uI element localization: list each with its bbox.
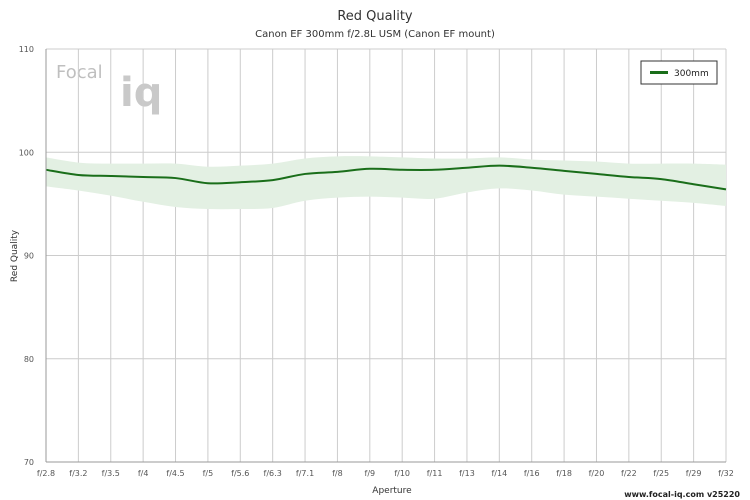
x-tick-label: f/22	[621, 469, 637, 478]
x-tick-label: f/4.5	[166, 469, 184, 478]
x-tick-label: f/9	[365, 469, 376, 478]
x-axis-label: Aperture	[372, 486, 412, 496]
x-tick-label: f/3.5	[102, 469, 120, 478]
x-tick-label: f/32	[718, 469, 734, 478]
x-tick-label: f/8	[332, 469, 343, 478]
x-tick-label: f/4	[138, 469, 149, 478]
chart-title: Red Quality	[337, 9, 413, 24]
axes: f/2.8 f/3.2 f/3.5 f/4 f/4.5 f/5 f/5.6 f/6.3 f/7.…	[19, 45, 734, 478]
x-tick-label: f/14	[491, 469, 507, 478]
series-lines	[45, 164, 727, 191]
series-range-band	[46, 156, 726, 210]
x-tick-label: f/25	[653, 469, 669, 478]
legend-box	[640, 60, 718, 85]
y-tick-label: 110	[19, 45, 34, 54]
x-tick-label: f/2.8	[37, 469, 55, 478]
y-tick-label: 90	[24, 252, 34, 261]
focal-iq-logo: Focal iq	[56, 62, 162, 116]
legend-label-300mm: 300mm	[674, 69, 709, 79]
x-tick-label: f/3.2	[69, 469, 87, 478]
logo-iq-text: iq	[120, 70, 162, 116]
y-tick-label: 100	[19, 148, 34, 157]
x-tick-label: f/18	[556, 469, 572, 478]
x-tick-label: f/6.3	[264, 469, 282, 478]
quality-range-band	[46, 156, 726, 210]
y-axis-label: Red Quality	[10, 229, 20, 282]
series-line-300mm	[45, 164, 727, 191]
chart-subtitle: Canon EF 300mm f/2.8L USM (Canon EF moun…	[255, 29, 495, 40]
x-tick-label: f/11	[427, 469, 443, 478]
legend[interactable]: 300mm	[640, 60, 718, 85]
x-tick-label: f/13	[459, 469, 475, 478]
x-tick-label: f/20	[589, 469, 605, 478]
x-tick-label: f/5.6	[231, 469, 249, 478]
x-tick-label: f/16	[524, 469, 540, 478]
y-tick-label: 80	[24, 355, 34, 364]
x-tick-label: f/7.1	[296, 469, 314, 478]
y-tick-label: 70	[24, 458, 34, 467]
x-tick-label: f/29	[686, 469, 702, 478]
footer-credit: www.focal-iq.com v25220	[624, 490, 740, 499]
x-tick-label: f/5	[203, 469, 214, 478]
x-tick-label: f/10	[394, 469, 410, 478]
logo-focal-text: Focal	[56, 62, 103, 83]
